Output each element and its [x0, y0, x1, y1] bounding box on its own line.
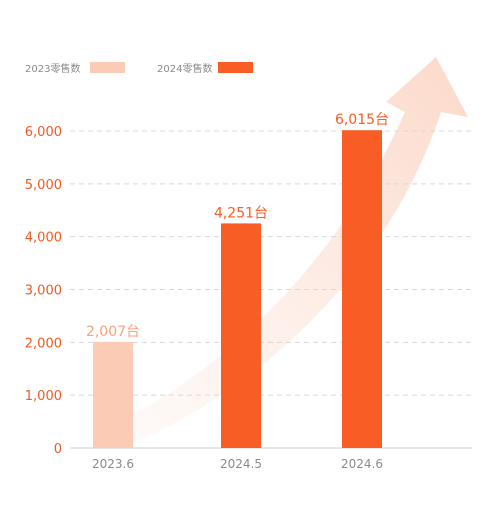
y-tick-label: 6,000 [25, 125, 62, 140]
bar [93, 341, 133, 448]
data-label: 6,015台 [335, 112, 389, 128]
legend-label: 2024零售数 [157, 62, 212, 75]
y-tick-label: 1,000 [25, 389, 62, 404]
legend-swatch [218, 62, 253, 73]
trend-arrow-decoration [95, 57, 468, 448]
data-label: 4,251台 [214, 205, 268, 221]
y-tick-label: 4,000 [25, 231, 62, 246]
legend-swatch [90, 62, 125, 73]
x-tick-label: 2023.6 [92, 457, 134, 471]
y-tick-label: 5,000 [25, 178, 62, 193]
legend-label: 2023零售数 [25, 62, 80, 75]
bar [342, 130, 382, 448]
bar [221, 223, 261, 448]
y-tick-label: 2,000 [25, 336, 62, 351]
x-tick-label: 2024.6 [341, 457, 383, 471]
x-tick-label: 2024.5 [220, 457, 262, 471]
data-label: 2,007台 [86, 324, 140, 340]
y-tick-label: 0 [54, 442, 62, 457]
y-tick-label: 3,000 [25, 284, 62, 299]
